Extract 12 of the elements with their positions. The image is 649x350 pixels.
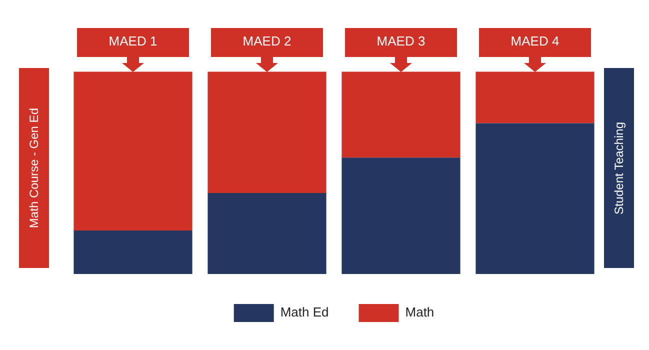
x-tick-label: MAED 4 [510, 33, 560, 48]
legend-label: Math Ed [280, 304, 329, 320]
x-tick-label: MAED 1 [108, 33, 158, 48]
bar [342, 158, 460, 274]
bar [208, 193, 326, 274]
legend-label: Math [405, 304, 434, 320]
bar [476, 123, 594, 274]
x-tick-label: MAED 3 [376, 33, 426, 48]
bar [74, 230, 192, 274]
x-tick-label: MAED 2 [242, 33, 292, 48]
text: Math Course - Gen Ed [27, 108, 41, 228]
text: Student Teaching [612, 122, 626, 214]
